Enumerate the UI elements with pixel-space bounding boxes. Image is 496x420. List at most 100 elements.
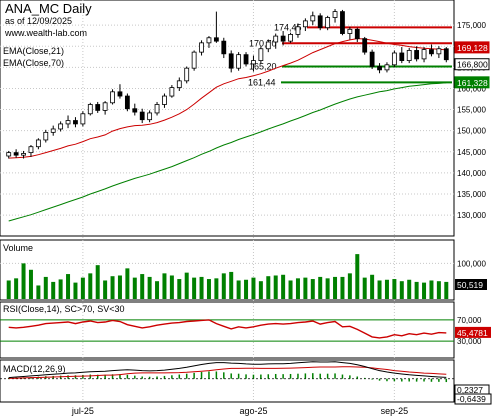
candle — [213, 11, 219, 43]
candle-body-down — [362, 38, 368, 53]
volume-bar — [436, 281, 441, 299]
candle — [169, 85, 175, 98]
volume-bar — [370, 274, 375, 299]
macd-panel-frame — [0, 359, 455, 403]
volume-bars — [6, 254, 449, 299]
candle — [325, 15, 331, 31]
candle — [35, 138, 41, 150]
candle-body-up — [176, 80, 182, 88]
volume-bar — [199, 276, 204, 299]
candle — [273, 33, 279, 49]
candle — [221, 37, 227, 59]
candle-body-up — [273, 35, 279, 43]
last-value-label: 161,328 — [457, 78, 488, 88]
volume-bar — [429, 280, 434, 299]
candle-body-up — [236, 54, 242, 69]
volume-bar — [414, 281, 419, 299]
volume-bar — [192, 277, 197, 299]
candle — [199, 40, 204, 56]
level-label: 174,45 — [274, 22, 302, 32]
volume-bar — [251, 277, 256, 299]
volume-bar — [21, 263, 26, 299]
volume-bar — [169, 275, 174, 299]
ema-lines — [8, 38, 447, 222]
volume-last-tag — [455, 279, 487, 290]
volume-bar — [444, 281, 449, 299]
volume-bar — [392, 279, 397, 299]
price-y-tick-label: 150,000 — [457, 127, 486, 136]
candle — [191, 50, 197, 71]
macd-last-label: 0,2327 — [457, 385, 483, 395]
legend-ema21: EMA(Close,21) — [3, 46, 64, 56]
volume-bar — [295, 278, 300, 299]
candle — [176, 77, 182, 91]
price-y-tick-label: 175,000 — [457, 21, 486, 30]
candle — [87, 102, 93, 116]
candle-body-up — [110, 91, 115, 104]
candle-body-up — [406, 50, 412, 61]
axis-labels: 130,000 135,000 140,000 145,000 150,000 155,0… — [71, 21, 492, 416]
volume-bar — [273, 275, 278, 299]
candle-body-down — [139, 111, 145, 121]
volume-bar — [58, 279, 63, 299]
volume-bar — [155, 281, 160, 299]
price-y-tick-label: 135,000 — [457, 190, 486, 199]
volume-bar — [103, 280, 108, 299]
level-label-bg — [246, 60, 280, 72]
candle-body-up — [43, 131, 49, 141]
candle — [50, 125, 56, 136]
volume-bar — [95, 265, 100, 299]
candle-body-up — [6, 152, 12, 157]
volume-bar — [422, 282, 427, 299]
rsi-line — [8, 319, 447, 339]
rsi-panel-frame — [0, 301, 455, 359]
candle-body-up — [50, 128, 56, 133]
level-label: 170,70 — [249, 38, 277, 48]
candle-body-up — [191, 51, 197, 69]
candle — [443, 47, 449, 63]
volume-bar — [80, 277, 85, 299]
volume-bar — [117, 275, 122, 299]
candle-body-down — [228, 53, 234, 69]
candle — [436, 46, 442, 59]
last-value-tag — [454, 58, 490, 71]
volume-bar — [377, 280, 382, 299]
volume-bar — [184, 272, 189, 299]
candle — [110, 89, 115, 105]
chart-subtitle: as of 12/09/2025 — [5, 16, 72, 26]
candle — [80, 111, 86, 127]
candle-body-down — [117, 91, 123, 97]
candle-body-up — [58, 123, 64, 130]
volume-bar — [88, 273, 93, 299]
macd-indicator — [0, 361, 454, 383]
volume-bar — [66, 274, 71, 299]
volume-bar — [288, 280, 293, 299]
watermark-text: www.wealth-lab.com — [4, 28, 87, 38]
candle-body-up — [384, 64, 390, 71]
level-label-bg — [246, 37, 280, 49]
level-label-bg — [245, 76, 279, 88]
candle — [399, 47, 405, 64]
candle-body-up — [80, 113, 86, 125]
volume-bar — [355, 254, 360, 299]
candle-body-down — [443, 48, 449, 61]
level-label: 161,44 — [248, 77, 276, 87]
candle-body-up — [302, 20, 308, 28]
candle — [243, 52, 249, 67]
volume-bar — [14, 278, 19, 299]
volume-last-label: 50,519 — [457, 280, 483, 290]
volume-bar — [110, 276, 115, 299]
level-label-bg — [271, 21, 305, 33]
candle-body-down — [213, 37, 219, 42]
volume-bar — [147, 276, 152, 299]
candle-body-down — [399, 52, 405, 61]
candle — [102, 101, 108, 115]
candle-body-up — [325, 17, 331, 29]
rsi-y-tick-label: 30,000 — [457, 337, 482, 346]
candle — [265, 39, 271, 53]
volume-bar — [140, 274, 145, 299]
last-value-label: 169,128 — [457, 43, 488, 53]
volume-bar — [399, 281, 404, 299]
candle — [340, 9, 345, 36]
